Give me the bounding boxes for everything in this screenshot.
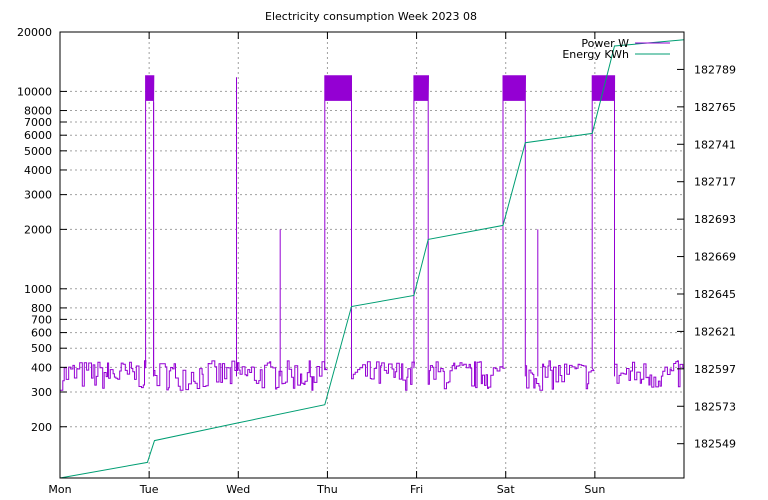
right-tick-label: 182645: [694, 288, 736, 301]
right-tick-label: 182765: [694, 101, 736, 114]
left-tick-label: 5000: [24, 145, 52, 158]
left-tick-label: 400: [31, 361, 52, 374]
power-burst: [324, 75, 352, 101]
x-axis: Mon Tue Wed Thu Fri Sat Sun: [48, 32, 605, 496]
energy-series: [59, 39, 685, 479]
right-tick-label: 182573: [694, 400, 736, 413]
right-tick-label: 182621: [694, 325, 736, 338]
left-tick-label: 1000: [24, 283, 52, 296]
left-tick-label: 300: [31, 386, 52, 399]
left-tick-label: 10000: [17, 85, 52, 98]
x-tick-label: Fri: [410, 483, 423, 496]
x-tick-label: Sun: [584, 483, 605, 496]
right-tick-label: 182789: [694, 63, 736, 76]
left-tick-label: 20000: [17, 26, 52, 39]
x-tick-label: Thu: [316, 483, 338, 496]
x-tick-label: Sat: [497, 483, 516, 496]
chart-title: Electricity consumption Week 2023 08: [265, 10, 477, 23]
right-tick-label: 182717: [694, 176, 736, 189]
right-tick-label: 182597: [694, 363, 736, 376]
left-tick-label: 800: [31, 302, 52, 315]
right-tick-label: 182741: [694, 138, 736, 151]
left-tick-label: 3000: [24, 189, 52, 202]
right-axis: 182549 182573 182597 182621 182645 182669 1826…: [677, 63, 736, 451]
left-tick-label: 600: [31, 327, 52, 340]
right-tick-label: 182693: [694, 213, 736, 226]
power-burst: [503, 75, 526, 101]
power-series: [60, 75, 684, 391]
left-tick-label: 6000: [24, 129, 52, 142]
x-tick-label: Tue: [139, 483, 159, 496]
left-tick-label: 2000: [24, 223, 52, 236]
energy-line: [59, 39, 685, 479]
x-tick-label: Mon: [48, 483, 71, 496]
left-tick-label: 500: [31, 342, 52, 355]
left-tick-label: 4000: [24, 164, 52, 177]
right-tick-label: 182669: [694, 251, 736, 264]
left-tick-label: 8000: [24, 105, 52, 118]
power-burst: [413, 75, 429, 101]
left-tick-label: 200: [31, 421, 52, 434]
legend-label-energy: Energy KWh: [562, 48, 629, 61]
legend-label-power: Power W: [581, 37, 629, 50]
x-tick-label: Wed: [226, 483, 250, 496]
legend: Power W Energy KWh: [562, 37, 670, 61]
left-tick-label: 7000: [24, 116, 52, 129]
power-burst: [145, 75, 154, 101]
plot-border: [59, 31, 685, 479]
right-tick-label: 182549: [694, 438, 736, 451]
left-tick-label: 700: [31, 313, 52, 326]
